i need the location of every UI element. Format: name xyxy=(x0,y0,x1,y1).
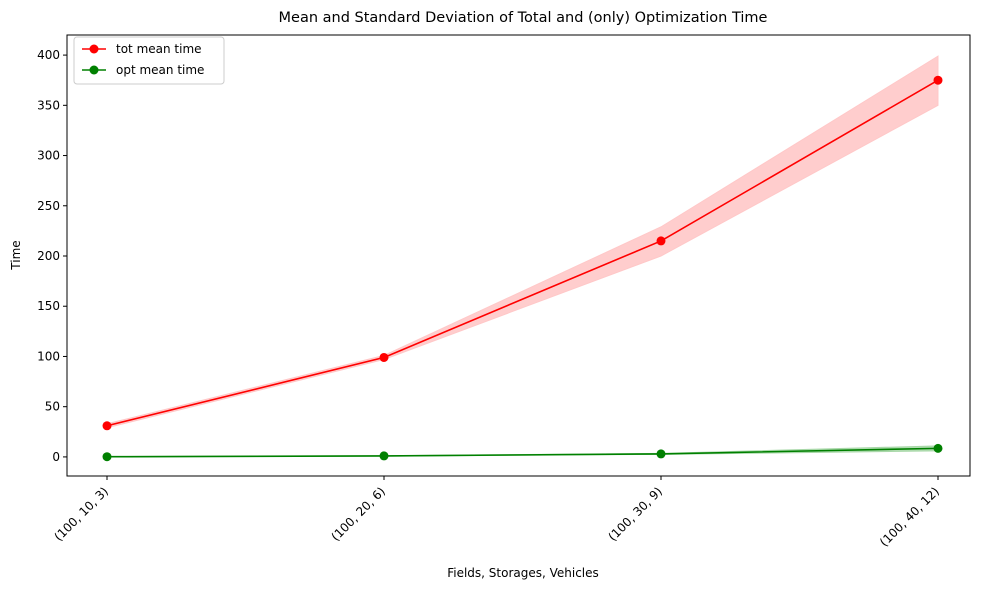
y-axis-ticks: 0 50 100 150 200 250 300 350 400 xyxy=(37,48,67,464)
legend-box xyxy=(73,36,225,85)
x-tick-label: (100, 20, 6) xyxy=(328,484,388,544)
x-axis-label: Fields, Storages, Vehicles xyxy=(447,566,599,580)
data-point-0-3 xyxy=(933,75,943,85)
y-tick-label: 150 xyxy=(37,299,60,313)
y-tick-label: 400 xyxy=(37,48,60,62)
std-band-0 xyxy=(106,55,939,429)
legend-marker-0 xyxy=(89,44,99,54)
legend: tot mean time opt mean time xyxy=(73,36,225,85)
series-line-1 xyxy=(106,447,939,458)
data-point-1-3 xyxy=(933,443,943,453)
data-point-1-2 xyxy=(656,449,666,459)
data-point-1-0 xyxy=(102,452,112,462)
x-tick-label: (100, 40, 12) xyxy=(877,484,942,549)
y-tick-label: 100 xyxy=(37,349,60,363)
legend-label-1: opt mean time xyxy=(116,63,204,77)
data-point-0-2 xyxy=(656,236,666,246)
y-tick-label: 250 xyxy=(37,199,60,213)
series-lines xyxy=(106,79,939,458)
y-tick-label: 300 xyxy=(37,149,60,163)
data-point-1-1 xyxy=(379,451,389,461)
legend-marker-1 xyxy=(89,65,99,75)
y-tick-label: 0 xyxy=(52,450,60,464)
std-bands xyxy=(106,55,939,458)
x-tick-label: (100, 30, 9) xyxy=(605,484,665,544)
data-point-0-1 xyxy=(379,352,389,362)
y-tick-label: 50 xyxy=(45,400,60,414)
series-points xyxy=(102,75,943,462)
chart-title: Mean and Standard Deviation of Total and… xyxy=(279,10,768,26)
y-axis-label: Time xyxy=(9,240,23,270)
y-tick-label: 350 xyxy=(37,98,60,112)
x-tick-label: (100, 10, 3) xyxy=(51,484,111,544)
legend-label-0: tot mean time xyxy=(116,42,202,56)
plot-frame xyxy=(66,34,971,477)
x-axis-ticks: (100, 10, 3) (100, 20, 6) (100, 30, 9) (100… xyxy=(51,476,942,549)
data-point-0-0 xyxy=(102,421,112,431)
series-line-0 xyxy=(106,79,939,427)
y-tick-label: 200 xyxy=(37,249,60,263)
